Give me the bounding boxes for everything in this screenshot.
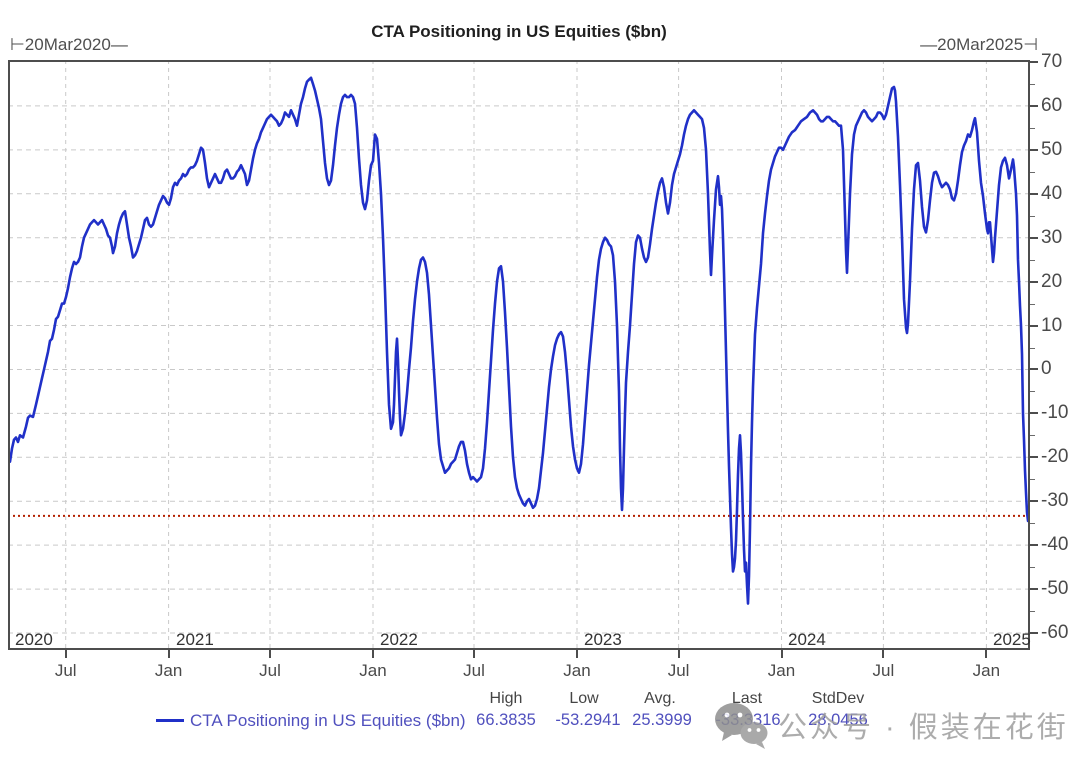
y-axis-tick: [1030, 456, 1038, 459]
stat-header-stddev: StdDev: [811, 690, 865, 707]
y-axis-tick: [1030, 412, 1038, 415]
y-axis-tick: [1030, 588, 1038, 591]
x-axis-tick-label: Jul: [259, 661, 281, 680]
x-axis-tick: [473, 650, 475, 658]
x-axis-tick: [677, 650, 680, 658]
y-axis-tick-label: -20: [1041, 446, 1069, 468]
x-axis-tick-label: Jul: [667, 661, 690, 680]
date-range-end: —20Mar2025⊣: [920, 35, 1038, 54]
y-axis-minor-tick: [1030, 127, 1035, 129]
chart-title: CTA Positioning in US Equities ($bn): [371, 22, 667, 41]
y-axis-minor-tick: [1030, 567, 1035, 569]
year-label: 2025: [993, 630, 1031, 649]
y-axis-tick-label: 20: [1041, 270, 1063, 292]
year-label: 2021: [176, 630, 214, 649]
stat-value-last: -33.3316: [715, 711, 781, 729]
y-axis-tick-label: 10: [1041, 314, 1063, 336]
y-axis-tick: [1030, 192, 1038, 195]
y-axis-tick-label: 70: [1041, 51, 1063, 72]
y-axis-minor-tick: [1030, 83, 1035, 85]
stat-value-stddev: 28.0456: [808, 711, 868, 729]
x-axis-tick-label: Jan: [154, 661, 183, 680]
y-axis-tick-label: -30: [1041, 490, 1069, 512]
date-range-start: ⊢20Mar2020—: [10, 35, 128, 54]
stat-header-high: High: [489, 690, 523, 707]
x-axis-tick-label: Jan: [563, 661, 591, 680]
y-axis-tick: [1030, 544, 1038, 547]
legend-line-swatch: [156, 719, 184, 722]
x-axis-tick: [167, 650, 170, 658]
stat-header-avg: Avg.: [644, 690, 676, 707]
y-axis-tick-label: 40: [1041, 182, 1063, 204]
y-axis-minor-tick: [1030, 523, 1035, 525]
x-axis-tick: [576, 650, 578, 658]
legend-series-label: CTA Positioning in US Equities ($bn): [190, 711, 466, 730]
x-axis-tick-label: Jul: [463, 661, 485, 680]
series-line: [8, 76, 1030, 605]
plot-area: [8, 60, 1030, 650]
y-axis-tick-label: -40: [1041, 534, 1069, 556]
y-axis-tick-label: 30: [1041, 226, 1063, 248]
y-axis-tick: [1030, 148, 1038, 151]
y-axis-tick: [1030, 324, 1038, 327]
y-axis-minor-tick: [1030, 215, 1035, 217]
year-label: 2020: [15, 630, 53, 649]
y-axis-minor-tick: [1030, 171, 1035, 173]
x-axis-tick-label: Jul: [872, 661, 895, 680]
y-axis-minor-tick: [1030, 347, 1035, 349]
y-axis-tick: [1030, 61, 1038, 63]
x-axis-tick-label: Jan: [359, 661, 387, 680]
x-axis-tick: [780, 650, 783, 658]
y-axis-tick-label: -50: [1041, 578, 1069, 600]
x-axis-tick: [64, 650, 67, 658]
y-axis-tick-label: -60: [1041, 622, 1069, 643]
y-axis-minor-tick: [1030, 391, 1035, 393]
y-axis-minor-tick: [1030, 435, 1035, 437]
x-axis-tick-label: Jan: [972, 661, 1001, 680]
year-label: 2023: [584, 630, 622, 649]
y-axis-tick: [1030, 500, 1038, 503]
stat-value-low: -53.2941: [555, 711, 621, 729]
stat-value-avg: 25.3999: [632, 711, 692, 729]
stat-value-high: 66.3835: [476, 711, 536, 729]
y-axis-tick: [1030, 368, 1038, 371]
x-axis-tick: [269, 650, 271, 658]
y-axis-minor-tick: [1030, 479, 1035, 481]
stat-header-low: Low: [569, 690, 599, 707]
y-axis-tick: [1030, 632, 1038, 634]
y-axis-minor-tick: [1030, 611, 1035, 613]
x-axis-tick-label: Jan: [767, 661, 796, 680]
y-axis-tick: [1030, 280, 1038, 283]
stat-header-last: Last: [731, 690, 763, 707]
x-axis-tick-label: Jul: [54, 661, 77, 680]
x-axis-tick: [985, 650, 988, 658]
x-axis-tick: [882, 650, 885, 658]
y-axis-minor-tick: [1030, 259, 1035, 261]
y-axis-minor-tick: [1030, 303, 1035, 305]
y-axis-tick-label: 0: [1041, 358, 1052, 380]
y-axis-tick: [1030, 236, 1038, 239]
y-axis-tick-label: 60: [1041, 94, 1063, 116]
y-axis-tick-label: 50: [1041, 138, 1063, 160]
y-axis-tick-label: -10: [1041, 402, 1069, 424]
y-axis-tick: [1030, 104, 1038, 107]
x-axis-tick: [372, 650, 374, 658]
year-label: 2022: [380, 630, 418, 649]
year-label: 2024: [788, 630, 826, 649]
